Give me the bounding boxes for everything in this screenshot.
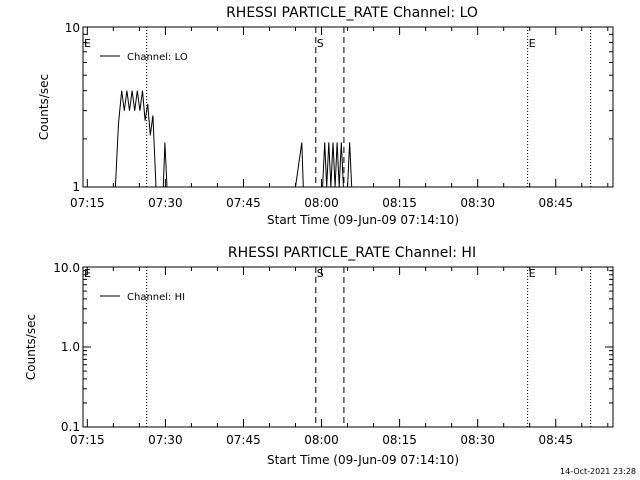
x-tick-label: 08:30 (460, 433, 495, 447)
x-tick-label: 08:00 (304, 196, 339, 210)
series-line-lo (114, 90, 353, 188)
y-axis-label: Counts/sec (24, 314, 38, 380)
x-tick-label: 07:45 (226, 196, 261, 210)
plot-frame (82, 26, 614, 188)
x-tick-label: 07:15 (70, 196, 105, 210)
legend-entry: Channel: LO (127, 52, 188, 63)
x-tick-label: 08:15 (382, 196, 417, 210)
x-tick-label: 07:30 (148, 196, 183, 210)
x-tick-label: 08:45 (538, 196, 573, 210)
legend-entry: Channel: HI (127, 292, 185, 303)
x-tick-label: 08:30 (460, 196, 495, 210)
event-marker-s: S (317, 267, 324, 280)
panel-lo: RHESSI PARTICLE_RATE Channel: LO 07:15 07:… (37, 5, 614, 227)
y-tick-label: 1.0 (61, 340, 80, 354)
x-axis-label: Start Time (09-Jun-09 07:14:10) (267, 213, 459, 227)
x-tick-label: 08:15 (382, 433, 417, 447)
x-tick-label: 08:45 (538, 433, 573, 447)
x-tick-label: 07:15 (70, 433, 105, 447)
y-tick-label: 1 (72, 180, 80, 194)
event-marker-e: E (529, 267, 536, 280)
y-tick-label: 10.0 (53, 261, 80, 275)
event-marker-s: S (317, 37, 324, 50)
footer-timestamp: 14-Oct-2021 23:28 (560, 467, 636, 476)
event-marker-e: E (529, 37, 536, 50)
y-tick-label: 10 (65, 21, 80, 35)
event-marker-e: E (84, 37, 91, 50)
x-tick-label: 07:30 (148, 433, 183, 447)
chart-title: RHESSI PARTICLE_RATE Channel: LO (226, 5, 478, 21)
x-tick-label: 07:45 (226, 433, 261, 447)
x-tick-label: 08:00 (304, 433, 339, 447)
plot-frame (82, 266, 614, 428)
panel-hi: RHESSI PARTICLE_RATE Channel: HI 07:15 07:… (24, 245, 614, 467)
x-axis-label: Start Time (09-Jun-09 07:14:10) (267, 453, 459, 467)
chart-title: RHESSI PARTICLE_RATE Channel: HI (228, 245, 476, 261)
y-axis-label: Counts/sec (37, 74, 51, 140)
y-tick-label: 0.1 (61, 420, 80, 434)
event-marker-e: E (84, 267, 91, 280)
